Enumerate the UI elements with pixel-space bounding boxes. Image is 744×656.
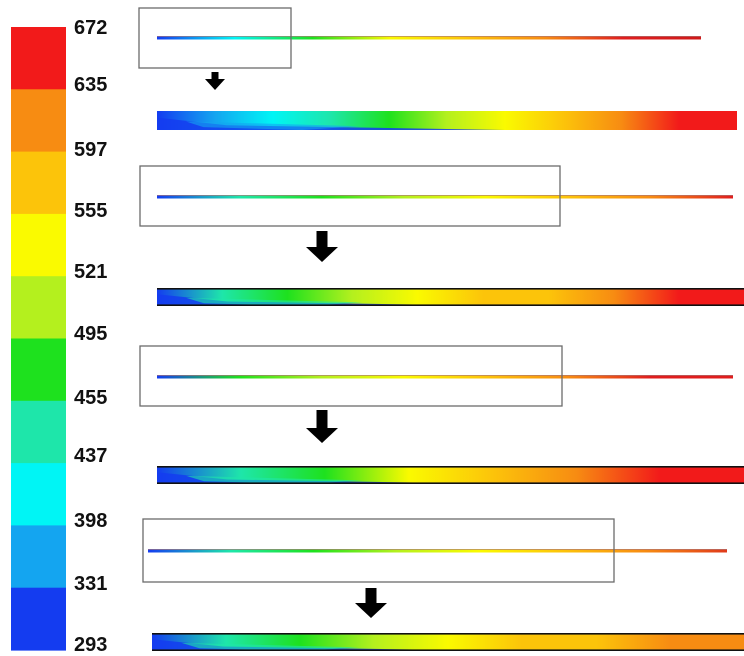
zoom-selection-box-3 [139, 345, 563, 407]
legend-label-437: 437 [74, 445, 108, 467]
panel-3 [139, 345, 744, 484]
panel-1 [138, 7, 737, 130]
legend-label-672: 672 [74, 17, 108, 39]
zoomed-strip-top-edge-3 [157, 466, 744, 468]
legend-band-6 [11, 400, 66, 464]
legend-label-521: 521 [74, 261, 108, 283]
zoomed-strip-mix-1 [186, 121, 360, 130]
zoomed-strip-mix-3 [186, 475, 363, 484]
zoomed-strip-top-edge-4 [152, 633, 744, 635]
legend-label-555: 555 [74, 200, 108, 222]
zoom-selection-box-1 [138, 7, 292, 69]
overview-strip-edge-2 [157, 195, 733, 196]
legend-band-1 [11, 89, 66, 153]
legend-label-293: 293 [74, 634, 108, 656]
legend-band-0 [11, 27, 66, 90]
zoom-selection-box-4 [142, 518, 615, 583]
overview-strip-1 [157, 36, 701, 40]
legend-label-597: 597 [74, 139, 108, 161]
legend-band-4 [11, 276, 66, 340]
contour-panels [138, 7, 744, 651]
zoomed-strip-bottom-edge-4 [152, 649, 744, 651]
zoomed-strip-mix-2 [186, 297, 363, 306]
overview-strip-4 [148, 549, 727, 553]
zoom-arrow-3 [306, 410, 338, 443]
legend-band-7 [11, 463, 66, 526]
zoomed-strip-bottom-edge-2 [157, 304, 744, 306]
zoom-arrow-2 [306, 231, 338, 262]
zoomed-strip-mix-4 [181, 642, 360, 651]
overview-strip-edge-3 [157, 375, 733, 376]
legend-band-5 [11, 338, 66, 402]
legend-band-2 [11, 151, 66, 215]
color-legend-bar [11, 27, 66, 651]
legend-band-8 [11, 525, 66, 589]
zoom-arrow-1 [205, 72, 225, 90]
legend-label-635: 635 [74, 74, 108, 96]
legend-label-455: 455 [74, 387, 108, 409]
zoom-arrow-4 [355, 588, 387, 618]
overview-strip-2 [157, 195, 733, 199]
zoom-selection-box-2 [139, 165, 561, 227]
overview-strip-edge-4 [148, 549, 727, 550]
panel-4 [142, 518, 744, 651]
zoomed-strip-bottom-edge-3 [157, 482, 744, 484]
overview-strip-3 [157, 375, 733, 379]
overview-strip-edge-1 [157, 36, 701, 37]
panel-2 [139, 165, 744, 306]
legend-label-398: 398 [74, 510, 108, 532]
zoomed-strip-top-edge-2 [157, 288, 744, 290]
legend-label-331: 331 [74, 573, 108, 595]
legend-band-3 [11, 213, 66, 277]
legend-label-495: 495 [74, 323, 108, 345]
legend-band-9 [11, 587, 66, 651]
